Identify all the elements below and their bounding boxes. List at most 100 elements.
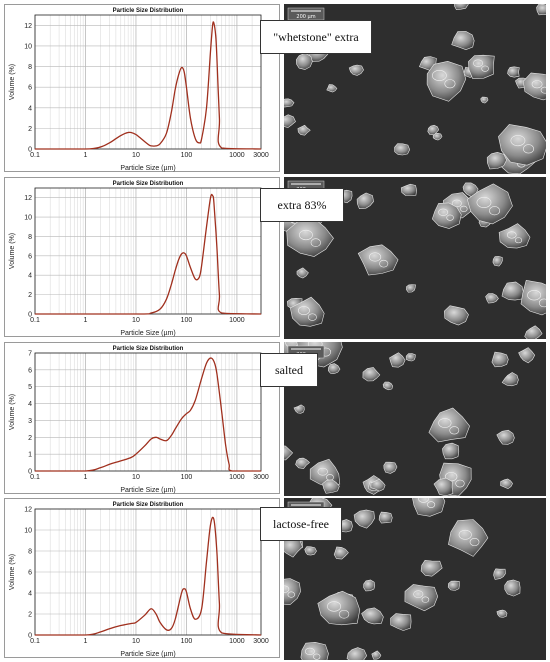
particle	[518, 347, 536, 364]
particle	[447, 580, 460, 591]
data-point	[231, 470, 233, 472]
sample-label-extra83: extra 83%	[260, 188, 344, 222]
data-point	[201, 377, 202, 379]
particle	[524, 325, 543, 339]
particle	[496, 429, 515, 445]
x-tick-label: 3000	[253, 152, 269, 159]
data-point	[210, 197, 211, 199]
particle-dimple	[455, 479, 465, 488]
data-point	[130, 623, 132, 624]
particle	[433, 477, 454, 496]
distribution-curve	[35, 516, 262, 636]
x-tick-label: 1	[84, 317, 88, 324]
particle	[284, 98, 295, 108]
particle	[394, 143, 411, 156]
particle	[466, 183, 513, 225]
x-tick-label: 100	[181, 638, 193, 645]
x-tick-label: 1	[84, 638, 88, 645]
particle	[390, 613, 412, 631]
y-axis-label: Volume (%)	[9, 64, 16, 100]
data-point	[150, 312, 152, 314]
particle-dimple	[438, 208, 449, 216]
particle	[295, 52, 313, 70]
data-point	[190, 409, 191, 411]
particle	[427, 124, 440, 136]
y-tick-label: 4	[28, 105, 32, 112]
chart-title: Particle Size Distribution	[113, 181, 184, 187]
data-point	[194, 138, 196, 140]
particle	[333, 546, 349, 560]
particle-dimple	[489, 206, 501, 216]
particle	[406, 284, 416, 293]
x-tick-label: 1000	[229, 638, 245, 645]
particle	[363, 579, 376, 592]
data-point	[34, 148, 36, 150]
data-point	[120, 460, 122, 462]
particle-dimple	[418, 498, 429, 503]
x-tick-label: 1	[84, 152, 88, 159]
particle	[284, 578, 301, 605]
data-point	[181, 67, 182, 68]
y-tick-label: 2	[28, 612, 32, 619]
y-tick-label: 10	[24, 43, 32, 50]
data-point	[155, 613, 157, 615]
particle-dimple	[473, 59, 484, 67]
data-point	[213, 202, 215, 203]
x-tick-label: 100	[181, 317, 193, 324]
particle	[404, 584, 439, 612]
data-point	[186, 255, 187, 257]
particle-dimple	[379, 259, 389, 268]
chart-panel-1: Particle Size Distribution 0 2 4 6 8 10 12 0.1 1 1…	[4, 4, 280, 172]
particle-dimple	[507, 231, 517, 239]
x-tick-label: 10	[132, 152, 140, 159]
particle	[536, 4, 546, 16]
x-axis-label: Particle Size (µm)	[120, 487, 175, 494]
sem-svg-3: 200 µm	[284, 342, 546, 496]
plot-frame	[34, 187, 262, 315]
particle-dimple	[523, 144, 534, 154]
y-tick-label: 10	[24, 528, 32, 535]
distribution-curve	[34, 357, 261, 472]
particle	[371, 650, 382, 660]
data-point	[228, 463, 230, 465]
x-tick-label: 10	[132, 638, 140, 645]
data-point	[183, 71, 185, 73]
y-tick-label: 2	[28, 126, 32, 133]
particle	[501, 281, 524, 301]
particle	[348, 64, 364, 76]
data-point	[221, 632, 223, 634]
data-point	[178, 74, 179, 76]
particle-dimple	[510, 135, 526, 147]
data-point	[221, 147, 223, 149]
data-point	[155, 145, 157, 147]
particle	[297, 124, 311, 136]
data-point	[100, 146, 102, 148]
particle-dimple	[427, 501, 436, 508]
data-point	[190, 117, 191, 119]
x-tick-label: 10	[132, 474, 140, 481]
particle	[492, 256, 503, 267]
data-point	[109, 628, 110, 630]
x-tick-label: 100	[181, 152, 193, 159]
data-point	[150, 438, 152, 440]
plot-frame	[34, 508, 262, 636]
y-tick-label: 6	[28, 570, 32, 577]
data-point	[174, 88, 176, 90]
data-point	[181, 418, 182, 420]
particle-dimple	[449, 426, 460, 435]
particle	[405, 353, 416, 362]
grid	[34, 188, 262, 315]
data-point	[186, 86, 187, 88]
particle	[448, 519, 489, 557]
data-point	[210, 357, 211, 359]
y-tick-label: 4	[28, 401, 32, 408]
particle-dimple	[476, 196, 492, 208]
y-tick-label: 8	[28, 549, 32, 556]
particle	[520, 279, 546, 316]
data-point	[221, 312, 223, 314]
data-point	[206, 362, 207, 364]
particle	[327, 363, 341, 374]
data-point	[109, 463, 110, 465]
particle	[496, 609, 508, 618]
y-tick-label: 10	[24, 215, 32, 222]
